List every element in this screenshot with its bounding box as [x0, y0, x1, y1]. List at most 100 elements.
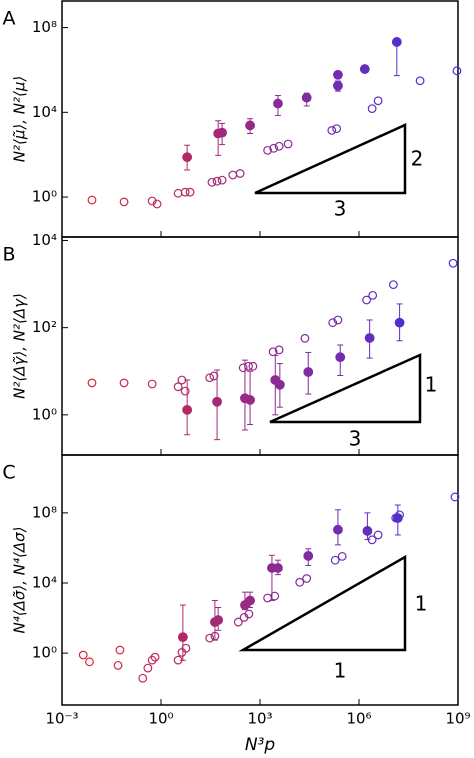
- open-point: [85, 657, 94, 667]
- open-point: [147, 196, 157, 206]
- open-point: [207, 177, 217, 187]
- x-tick-label: 10⁰: [148, 710, 173, 728]
- open-point: [333, 315, 343, 325]
- filled-point: [335, 352, 346, 363]
- filled-point: [391, 37, 402, 47]
- open-point: [205, 373, 215, 383]
- annotation: 1: [334, 659, 347, 683]
- filled-point: [213, 615, 224, 625]
- y-tick-label: 10⁰: [32, 405, 57, 423]
- filled-point: [177, 632, 188, 643]
- filled-point: [364, 333, 375, 343]
- open-point: [337, 551, 347, 561]
- open-point: [263, 145, 273, 155]
- open-point: [87, 195, 97, 205]
- open-point: [233, 617, 243, 627]
- open-point: [270, 591, 280, 601]
- filled-point: [273, 98, 283, 109]
- open-point: [138, 673, 148, 683]
- y-tick-label: 10²: [32, 318, 57, 336]
- open-point: [173, 382, 183, 392]
- open-point: [300, 333, 310, 343]
- annotation: 1: [415, 592, 428, 616]
- annotation: 2: [411, 147, 424, 171]
- filled-point: [212, 396, 222, 407]
- open-point: [185, 187, 195, 197]
- filled-point: [182, 152, 193, 163]
- y-tick-label: 10⁰: [32, 188, 57, 206]
- open-point: [181, 643, 191, 653]
- filled-point: [217, 127, 227, 138]
- open-point: [205, 633, 215, 643]
- y-tick-label: 10⁸: [32, 503, 57, 521]
- y-axis-label: N²⟨μ̃⟩, N²⟨μ⟩: [11, 76, 29, 163]
- filled-point: [333, 80, 343, 91]
- open-point: [150, 652, 160, 662]
- open-point: [78, 650, 88, 660]
- open-point: [152, 199, 162, 209]
- open-point: [87, 378, 97, 388]
- x-tick-label: 10⁹: [445, 710, 470, 728]
- y-axis-label: N²⟨Δγ̃⟩, N²⟨Δγ⟩: [11, 293, 29, 399]
- y-axis-label: N⁴⟨Δσ̃⟩, N⁴⟨Δσ⟩: [11, 527, 29, 634]
- filled-point: [301, 92, 312, 103]
- filled-point: [333, 524, 343, 535]
- open-point: [212, 176, 222, 186]
- x-tick-label: 10⁻³: [45, 710, 78, 728]
- open-point: [373, 96, 383, 106]
- open-point: [452, 66, 462, 76]
- open-point: [450, 492, 460, 502]
- filled-point: [392, 513, 403, 523]
- filled-point: [245, 595, 255, 606]
- open-point: [228, 170, 238, 180]
- panel-label: C: [2, 462, 15, 484]
- open-point: [269, 143, 279, 153]
- filled-point: [273, 563, 283, 573]
- open-point: [327, 126, 337, 135]
- x-axis-label: N³p: [245, 735, 276, 755]
- open-point: [180, 386, 190, 396]
- open-point: [302, 574, 312, 583]
- open-point: [328, 318, 338, 328]
- x-tick-label: 10³: [247, 710, 272, 728]
- open-point: [173, 188, 183, 198]
- open-point: [115, 645, 125, 655]
- y-tick-label: 10⁴: [32, 231, 57, 249]
- filled-point: [245, 120, 255, 131]
- y-tick-label: 10⁴: [32, 103, 57, 121]
- open-point: [180, 187, 190, 197]
- open-point: [295, 577, 305, 587]
- filled-point: [245, 395, 255, 405]
- filled-point: [394, 317, 405, 328]
- filled-point: [362, 526, 373, 536]
- open-point: [388, 280, 398, 290]
- slope-triangle: [238, 554, 407, 652]
- open-point: [332, 124, 342, 134]
- open-point: [373, 530, 383, 540]
- open-point: [147, 379, 157, 389]
- filled-point: [303, 551, 314, 561]
- open-point: [367, 104, 377, 113]
- open-point: [274, 345, 284, 355]
- open-point: [415, 76, 425, 86]
- open-point: [330, 555, 340, 565]
- slope-triangle: [254, 123, 407, 195]
- open-point: [217, 175, 227, 185]
- open-point: [147, 655, 157, 665]
- annotation: 3: [334, 197, 347, 221]
- filled-point: [333, 69, 343, 80]
- filled-point: [274, 379, 285, 390]
- open-point: [143, 663, 153, 673]
- annotation: 1: [425, 373, 438, 397]
- plot-frame: [61, 0, 459, 238]
- open-point: [238, 363, 248, 373]
- filled-point: [303, 367, 314, 377]
- open-point: [119, 197, 129, 207]
- y-tick-label: 10⁸: [32, 18, 57, 36]
- open-point: [248, 361, 258, 371]
- filled-point: [182, 404, 193, 415]
- open-point: [448, 258, 458, 268]
- annotation: 3: [349, 427, 362, 451]
- open-point: [362, 295, 372, 305]
